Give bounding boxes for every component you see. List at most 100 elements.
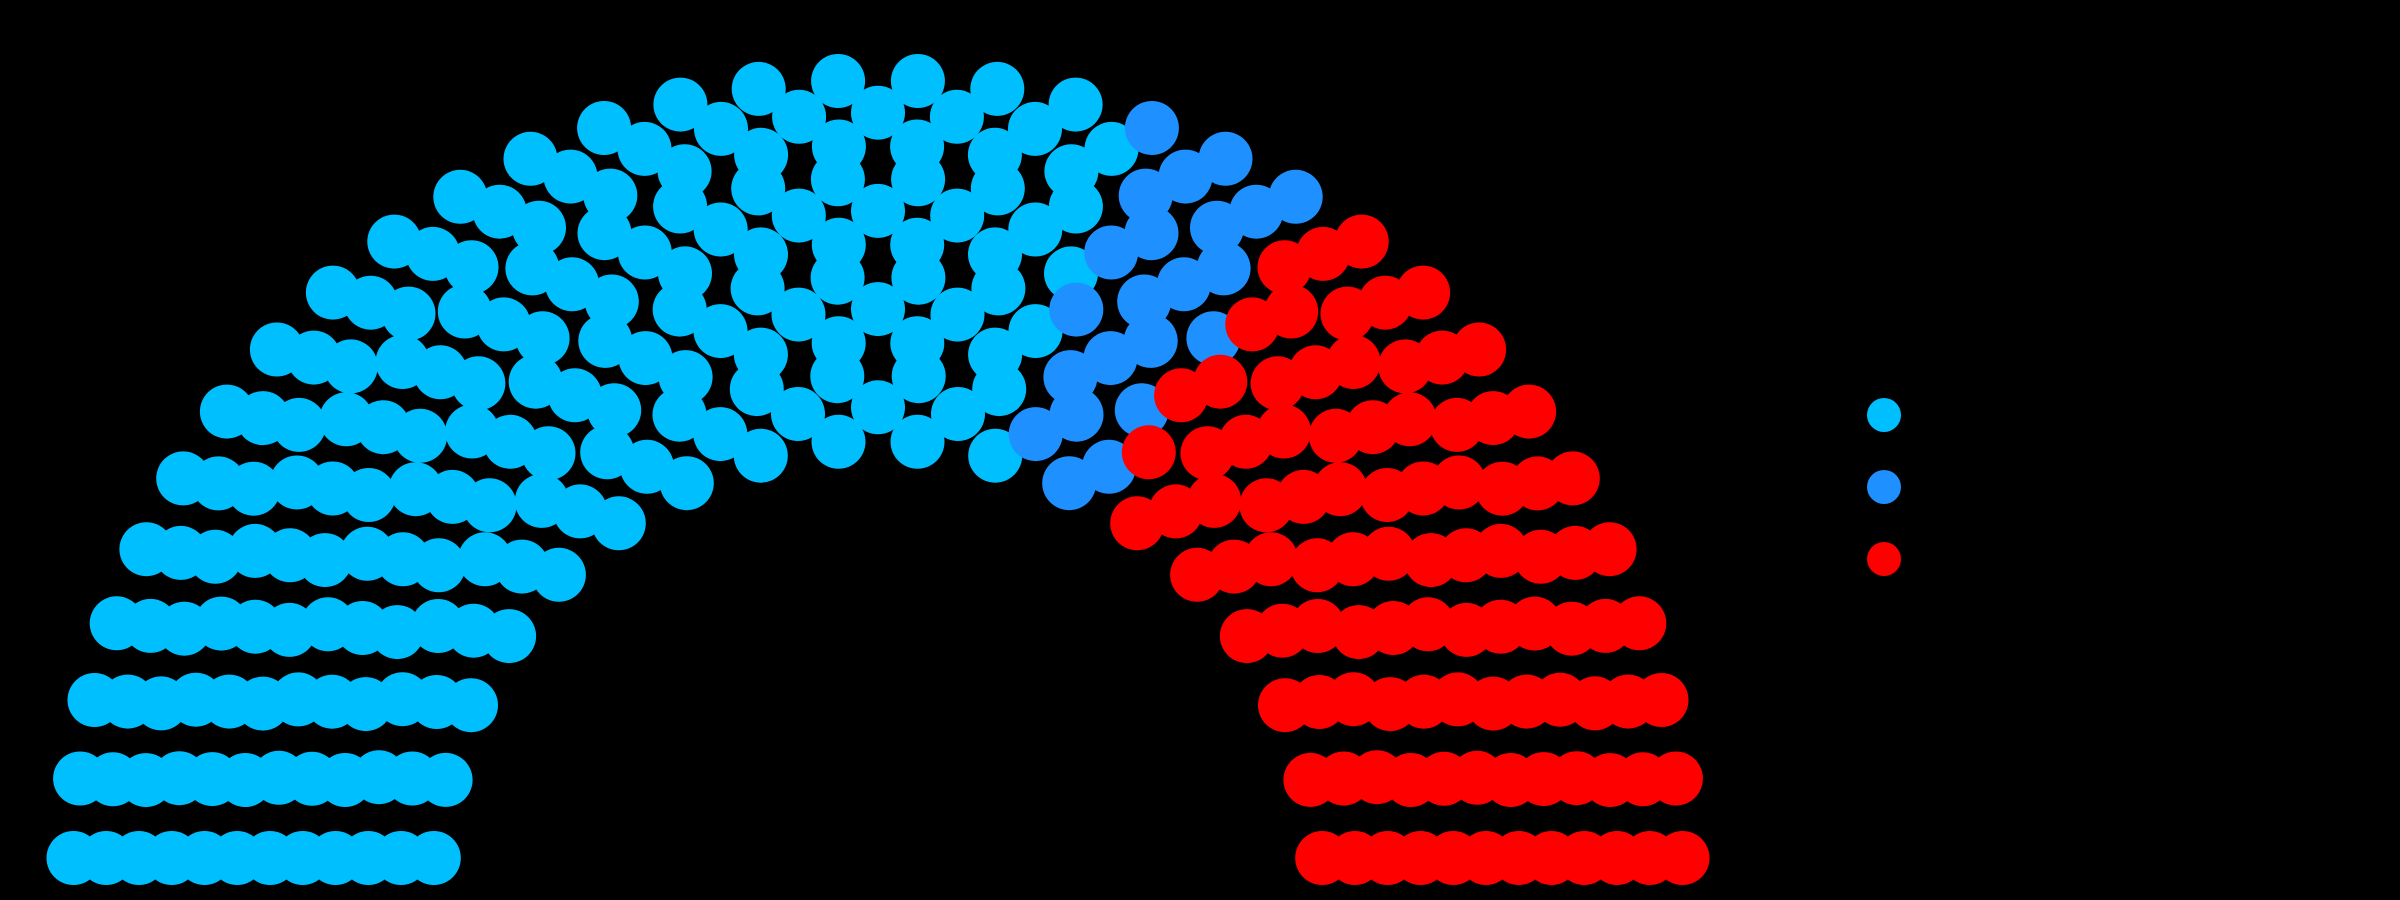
seat-dot bbox=[1124, 101, 1179, 155]
seat-dot bbox=[771, 287, 826, 342]
seat-dot bbox=[891, 152, 946, 207]
seat-dot bbox=[272, 397, 326, 452]
seat-dot bbox=[658, 246, 712, 301]
seat-dot bbox=[1193, 354, 1248, 409]
seat-dot bbox=[968, 428, 1023, 483]
seat-dot bbox=[1290, 599, 1345, 653]
seat-dot bbox=[1334, 214, 1389, 269]
seat-dot bbox=[693, 202, 748, 257]
seat-dot bbox=[811, 54, 866, 108]
seat-dot bbox=[298, 533, 352, 588]
seat-dot bbox=[1008, 101, 1062, 156]
seat-dot bbox=[1634, 673, 1689, 727]
seat-dot bbox=[811, 316, 866, 371]
seat-dot bbox=[851, 85, 905, 140]
seat-dot bbox=[1049, 387, 1104, 442]
seat-dot bbox=[1264, 284, 1319, 339]
seat-dot bbox=[1502, 384, 1557, 439]
seat-dot bbox=[733, 428, 788, 483]
seat-dot bbox=[444, 240, 499, 295]
seat-dot bbox=[341, 468, 396, 522]
seat-dot bbox=[1326, 335, 1381, 389]
seat-dot bbox=[1084, 121, 1139, 176]
legend-marker-party-3-red bbox=[1867, 542, 1901, 576]
seat-dot bbox=[515, 311, 570, 366]
seat-dot bbox=[890, 54, 945, 108]
seats-group bbox=[46, 54, 1710, 885]
seat-dot bbox=[1196, 241, 1251, 296]
seat-dot bbox=[890, 414, 945, 469]
seat-dot bbox=[1396, 265, 1451, 320]
seat-dot bbox=[771, 188, 826, 243]
seat-dot bbox=[771, 387, 825, 441]
seat-dot bbox=[512, 200, 566, 255]
seat-dot bbox=[1256, 404, 1311, 459]
seat-dot bbox=[1545, 451, 1600, 506]
seat-dot bbox=[381, 286, 436, 341]
seat-dot bbox=[1655, 831, 1710, 885]
seat-dot bbox=[970, 161, 1025, 216]
seat-dot bbox=[930, 287, 985, 342]
seat-dot bbox=[1313, 462, 1368, 517]
seat-dot bbox=[1048, 77, 1103, 132]
seat-dot bbox=[393, 408, 448, 463]
seat-dot bbox=[617, 121, 672, 176]
seat-dot bbox=[733, 327, 788, 382]
seat-dot bbox=[1084, 225, 1139, 280]
seat-dot bbox=[972, 362, 1027, 417]
seat-dot bbox=[1432, 455, 1486, 510]
seat-dot bbox=[521, 426, 576, 481]
seat-dot bbox=[659, 456, 714, 511]
seat-dot bbox=[418, 752, 473, 807]
seat-dot bbox=[970, 61, 1025, 116]
seat-dot bbox=[653, 77, 708, 132]
seat-dot bbox=[693, 407, 748, 462]
seat-dot bbox=[811, 414, 866, 469]
seat-dot bbox=[851, 380, 905, 435]
seat-dot bbox=[1121, 425, 1176, 480]
seat-dot bbox=[411, 538, 466, 593]
seat-dot bbox=[734, 127, 789, 182]
seat-dot bbox=[891, 250, 946, 305]
seat-dot bbox=[772, 89, 827, 144]
seat-dot bbox=[694, 101, 748, 156]
seat-dot bbox=[1049, 282, 1104, 337]
seat-dot bbox=[851, 282, 905, 337]
seat-dot bbox=[583, 168, 638, 223]
seat-dot bbox=[462, 478, 517, 533]
seat-dot bbox=[188, 529, 243, 584]
seat-dot bbox=[811, 119, 866, 174]
seat-dot bbox=[929, 89, 984, 144]
seat-dot bbox=[1361, 526, 1416, 581]
seat-dot bbox=[451, 356, 506, 411]
seat-dot bbox=[657, 144, 712, 199]
seat-dot bbox=[1382, 392, 1437, 447]
seat-dot bbox=[1452, 322, 1507, 377]
seat-dot bbox=[731, 61, 786, 116]
seat-dot bbox=[577, 101, 632, 155]
seat-dot bbox=[693, 304, 748, 359]
seat-dot bbox=[891, 349, 946, 404]
seat-dot bbox=[658, 350, 713, 405]
seat-dot bbox=[482, 609, 537, 664]
seat-dot bbox=[1198, 131, 1253, 186]
seat-dot bbox=[617, 225, 672, 280]
seat-dot bbox=[1187, 473, 1242, 528]
seat-dot bbox=[1048, 179, 1103, 234]
seat-dot bbox=[930, 188, 985, 243]
legend-marker-party-1-light-blue bbox=[1867, 398, 1901, 432]
seat-dot bbox=[584, 274, 639, 329]
seat-dot bbox=[531, 547, 586, 602]
seat-dot bbox=[851, 183, 905, 238]
seat-dot bbox=[323, 339, 378, 394]
seat-dot bbox=[370, 605, 425, 660]
seat-dot bbox=[811, 217, 866, 272]
seat-dot bbox=[931, 387, 985, 441]
seat-dot bbox=[618, 331, 673, 386]
seat-dot bbox=[1123, 313, 1178, 368]
seat-dot bbox=[406, 831, 461, 885]
seat-dot bbox=[1268, 169, 1323, 224]
seat-dot bbox=[1244, 532, 1298, 587]
